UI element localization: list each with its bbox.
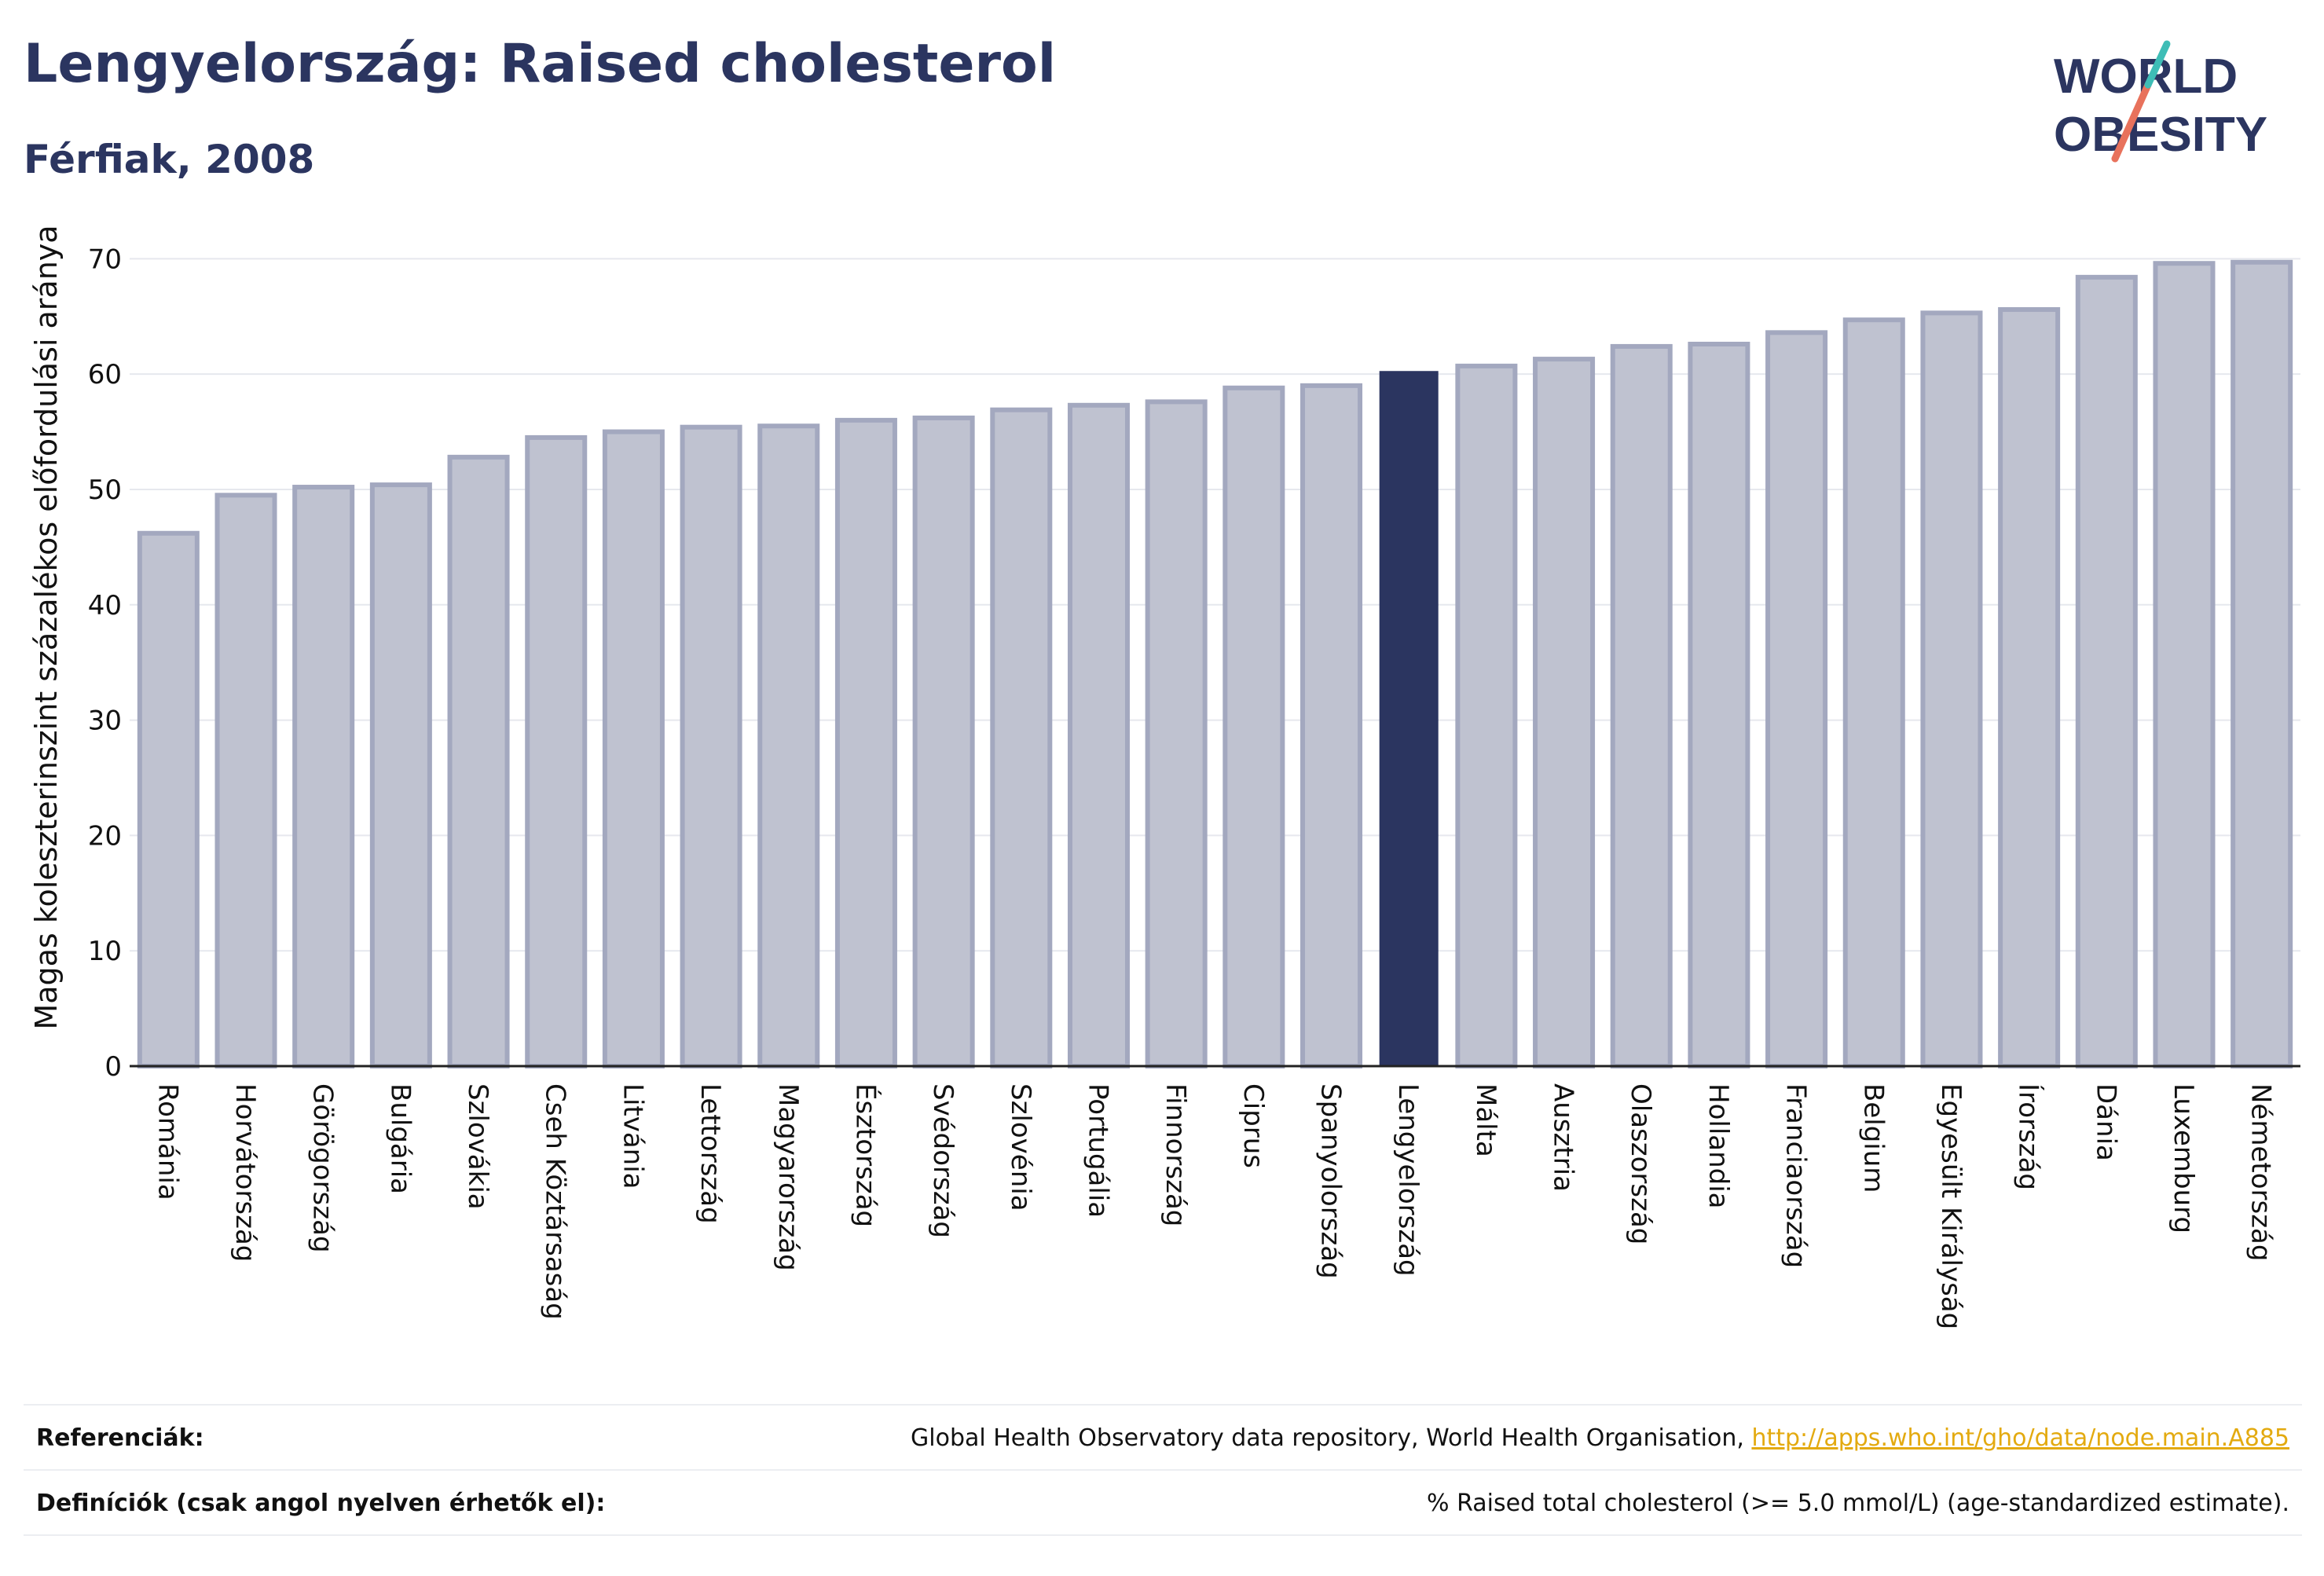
y-tick-label: 40: [88, 590, 122, 621]
bar-19: [1610, 343, 1673, 1068]
bar-chart: 0 10 20 30 40 50 60 70 Magas koleszterinszint sz…: [29, 225, 2300, 1329]
x-tick-label: Észtország: [849, 1083, 882, 1227]
x-tick-label: Finnország: [1160, 1083, 1191, 1226]
y-tick-label: 70: [88, 244, 122, 275]
bar-12: [1067, 402, 1130, 1068]
x-tick-label: Írország: [2013, 1083, 2045, 1190]
x-tick-label: Litvánia: [617, 1083, 648, 1189]
axes: 0 10 20 30 40 50 60 70 Magas koleszterinszint sz…: [29, 225, 2300, 1329]
x-tick-label: Ciprus: [1237, 1083, 1269, 1168]
y-tick-label: 20: [88, 820, 122, 852]
bar-6: [602, 429, 665, 1068]
world-obesity-logo: WORLD OBESITY: [2054, 40, 2267, 163]
y-tick-label: 0: [104, 1051, 122, 1083]
x-tick-label: Lengyelország: [1392, 1083, 1424, 1277]
x-tick-label: Németország: [2245, 1083, 2277, 1261]
x-tick-label: Románia: [152, 1083, 183, 1200]
bar-11: [990, 407, 1053, 1068]
references-link[interactable]: http://apps.who.int/gho/data/node.main.A…: [1751, 1424, 2289, 1452]
bar-27: [2231, 259, 2293, 1069]
bar-26: [2153, 261, 2216, 1068]
x-tick-label: Olaszország: [1625, 1083, 1656, 1244]
definitions-value: % Raised total cholesterol (>= 5.0 mmol/…: [1427, 1490, 2289, 1517]
x-tick-label: Hollandia: [1703, 1083, 1734, 1209]
y-tick-label: 30: [88, 706, 122, 737]
x-tick-label: Lettország: [695, 1083, 726, 1224]
x-tick-label: Franciaország: [1780, 1083, 1812, 1268]
x-tick-label: Szlovákia: [462, 1083, 493, 1210]
x-tick-label: Málta: [1470, 1083, 1501, 1157]
x-tick-label: Cseh Köztársaság: [540, 1083, 571, 1320]
footer-divider-middle: [24, 1469, 2302, 1471]
x-tick-label: Belgium: [1857, 1083, 1889, 1193]
bar-20: [1688, 341, 1750, 1069]
logo-line-2: OBESITY: [2054, 108, 2267, 162]
bar-7: [680, 424, 742, 1068]
bar-9: [834, 417, 897, 1068]
bar-25: [2075, 274, 2138, 1069]
bar-8: [757, 423, 820, 1068]
bar-2: [292, 485, 355, 1068]
logo-slash-teal: [2144, 40, 2171, 89]
bar-24: [1998, 306, 2061, 1068]
bar-23: [1920, 310, 1983, 1068]
bar-5: [525, 434, 588, 1068]
bar-0: [137, 530, 200, 1068]
x-tick-label: Luxemburg: [2168, 1083, 2199, 1233]
logo-slash-red: [2111, 81, 2152, 163]
x-tick-label: Magyarország: [772, 1083, 804, 1271]
x-tick-label: Svédország: [927, 1083, 959, 1238]
bars: [137, 259, 2293, 1069]
page-subtitle: Férfiak, 2008: [24, 137, 315, 182]
references-text: Global Health Observatory data repositor…: [911, 1424, 1752, 1452]
bar-22: [1842, 317, 1905, 1069]
y-tick-label: 60: [88, 359, 122, 390]
bar-15: [1300, 383, 1363, 1068]
y-axis-label: Magas koleszterinszint százalékos előfor…: [29, 225, 64, 1029]
bar-3: [369, 482, 432, 1068]
footer-divider-top: [24, 1404, 2302, 1406]
footer-divider-bottom: [24, 1534, 2302, 1536]
bar-16: [1379, 371, 1439, 1068]
x-tick-label: Görögország: [307, 1083, 339, 1253]
bar-1: [214, 493, 277, 1068]
bar-4: [447, 454, 510, 1068]
x-tick-label: Szlovénia: [1005, 1083, 1036, 1211]
x-tick-label: Dánia: [2090, 1083, 2121, 1161]
page-title: Lengyelország: Raised cholesterol: [24, 33, 1057, 95]
definitions-label: Definíciók (csak angol nyelven érhetők e…: [36, 1490, 606, 1517]
bar-10: [912, 415, 975, 1068]
bar-18: [1533, 357, 1596, 1068]
bar-17: [1455, 363, 1518, 1069]
x-tick-label: Horvátország: [229, 1083, 261, 1262]
x-tick-label: Bulgária: [384, 1083, 416, 1194]
y-tick-label: 50: [88, 475, 122, 506]
references-label: Referenciák:: [36, 1424, 204, 1452]
x-tick-label: Spanyolország: [1315, 1083, 1347, 1279]
references-value: Global Health Observatory data repositor…: [911, 1424, 2289, 1452]
bar-13: [1145, 399, 1208, 1068]
bar-21: [1765, 330, 1828, 1069]
x-tick-label: Egyesült Királyság: [1935, 1083, 1967, 1329]
y-tick-label: 10: [88, 936, 122, 967]
x-tick-label: Ausztria: [1548, 1083, 1579, 1192]
bar-14: [1222, 385, 1285, 1068]
x-tick-label: Portugália: [1082, 1083, 1113, 1218]
